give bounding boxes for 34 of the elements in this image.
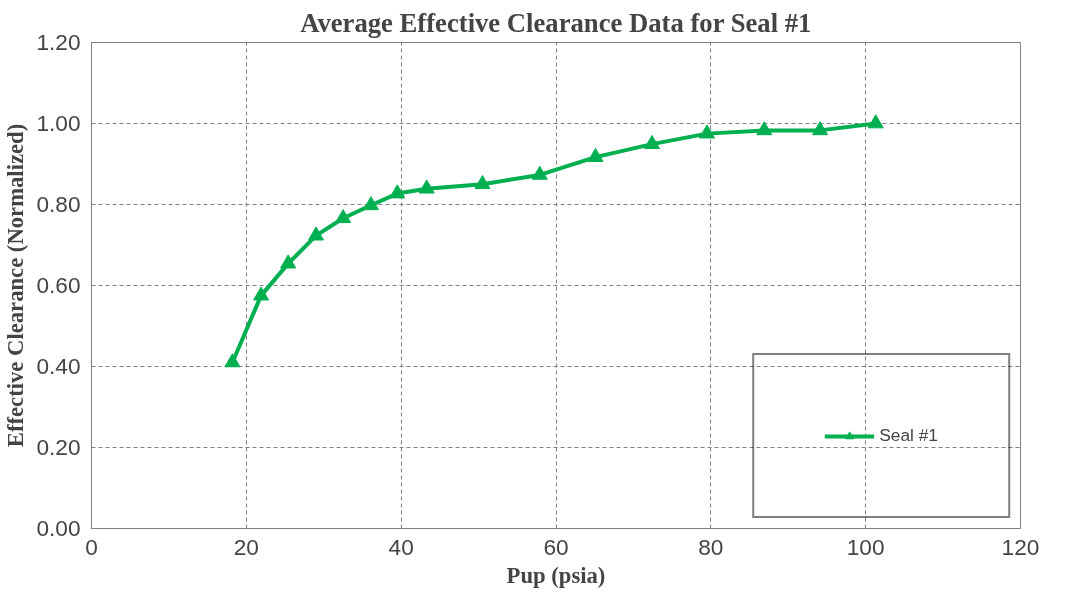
point [867, 114, 884, 129]
point [253, 286, 270, 301]
point [418, 179, 435, 194]
x-tick-label: 20 [233, 533, 259, 560]
x-tick-label: 100 [846, 533, 885, 560]
point [280, 254, 297, 269]
point [224, 353, 241, 368]
point [531, 165, 548, 180]
x-axis-title: Pup (psia) [506, 562, 606, 588]
point [756, 121, 773, 136]
point [389, 184, 406, 199]
point [474, 175, 491, 190]
y-tick-label: 0.80 [36, 191, 81, 217]
x-tick-label: 0 [85, 533, 98, 560]
chart-title: Average Effective Clearance Data for Seal #1 [300, 7, 812, 38]
point [698, 124, 715, 139]
x-tick-label: 40 [388, 533, 414, 560]
y-tick-label: 1.20 [36, 29, 81, 55]
y-tick-label: 0.60 [36, 272, 81, 298]
y-tick-label: 0.00 [36, 515, 81, 541]
x-tick-label: 120 [1001, 533, 1040, 560]
point [335, 209, 352, 224]
legend-label: Seal #1 [879, 425, 938, 446]
point [587, 147, 604, 162]
y-tick-label: 1.00 [36, 110, 81, 136]
y-tick-label: 0.20 [36, 434, 81, 460]
y-axis-title: Effective Clearance (Normalized) [3, 123, 29, 448]
point [644, 134, 660, 149]
x-tick-label: 60 [543, 533, 569, 560]
x-tick-label: 80 [698, 533, 724, 560]
point [362, 196, 379, 211]
y-tick-label: 0.40 [36, 353, 81, 379]
point [308, 226, 325, 241]
point [811, 121, 828, 136]
